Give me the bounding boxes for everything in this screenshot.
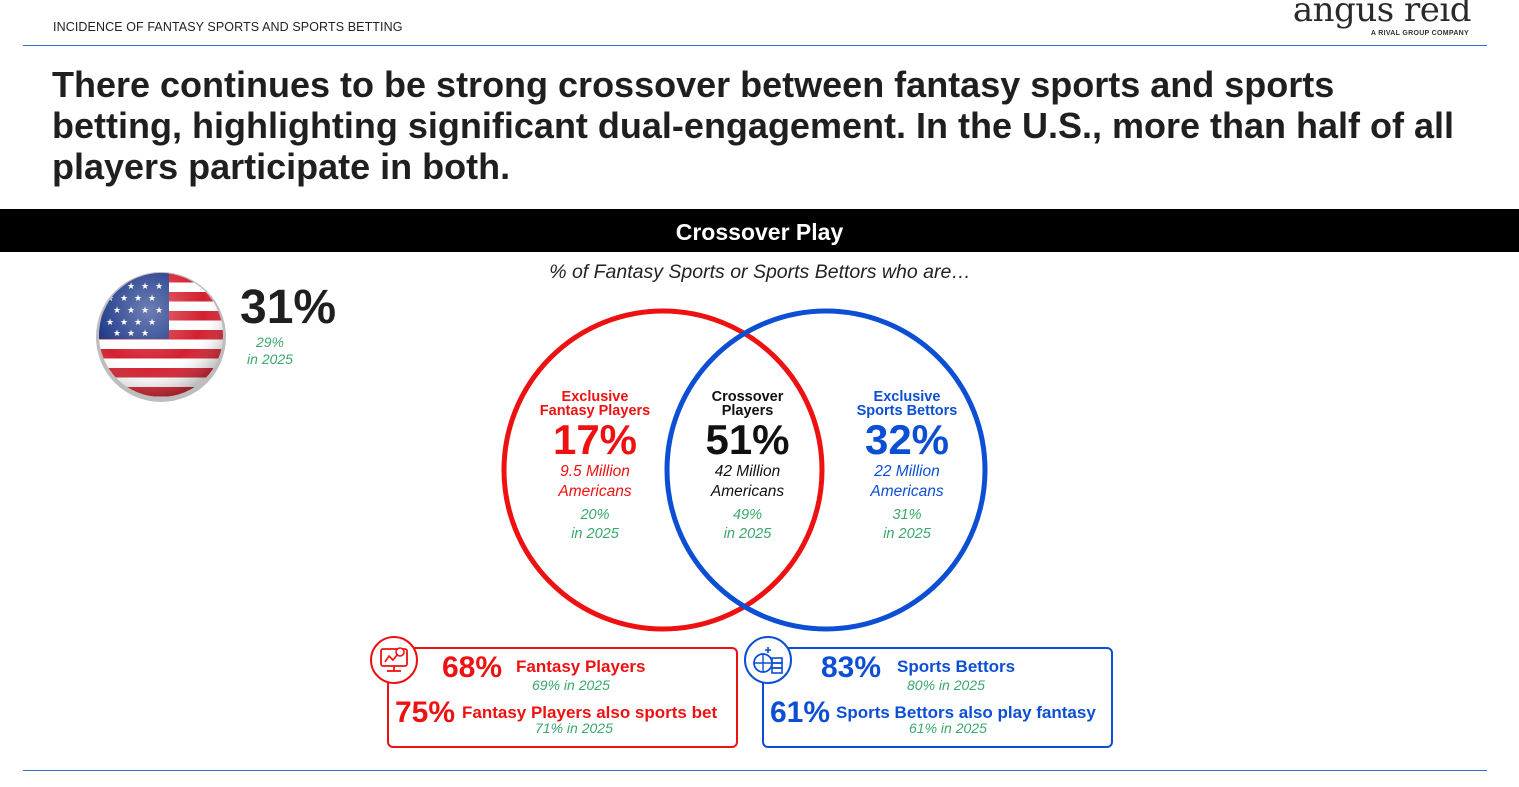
exclusive-bettors-value: 32% (864, 416, 950, 463)
fantasy-stats-box (387, 647, 738, 748)
exclusive-fantasy-label-1: Exclusive (561, 389, 629, 405)
sports-bettors-label: Sports Bettors (897, 657, 1016, 676)
exclusive-fantasy-count-1: 9.5 Million (560, 463, 630, 480)
fantasy-also-bet-prior-label: in 2025 (566, 720, 613, 736)
crossover-label-1: Crossover (711, 389, 784, 405)
venn-crossover: Crossover Players 51% 42 Million America… (675, 390, 820, 544)
sports-betting-icon (744, 636, 792, 684)
bettors-stats-box (762, 647, 1113, 748)
fantasy-also-bet-value: 75% (395, 696, 456, 729)
fantasy-also-bet-prior-value: 71% (535, 720, 564, 736)
bettors-circle (664, 308, 988, 632)
page-headline: There continues to be strong crossover b… (52, 64, 1455, 187)
logo: angus reid (1292, 0, 1472, 30)
us-prior-value: 29% (255, 334, 285, 350)
bettors-also-fantasy-value: 61% (770, 696, 831, 729)
us-prior-year: 29% in 2025 (240, 334, 300, 368)
banner-title: Crossover Play (675, 219, 844, 245)
venn-diagram (501, 308, 988, 632)
exclusive-fantasy-count-2: Americans (558, 483, 632, 500)
sports-bettors-value: 83% (821, 651, 882, 684)
exclusive-bettors-prior-label: in 2025 (883, 526, 931, 542)
bettors-also-fantasy-label: Sports Bettors also play fantasy (836, 703, 1096, 722)
fantasy-players-prior-value: 69% (532, 677, 561, 693)
footer-divider (23, 770, 1487, 771)
venn-exclusive-fantasy: Exclusive Fantasy Players 17% 9.5 Millio… (520, 390, 670, 544)
bettors-also-fantasy-prior-label: in 2025 (940, 720, 987, 736)
exclusive-bettors-count-1: 22 Million (874, 463, 940, 480)
fantasy-also-bet-label: Fantasy Players also sports bet (462, 703, 718, 722)
logo-tagline: A RIVAL GROUP COMPANY (1370, 30, 1469, 37)
fantasy-players-value: 68% (442, 651, 503, 684)
exclusive-fantasy-prior-value: 20% (580, 507, 610, 523)
crossover-value: 51% (705, 416, 790, 463)
us-flag-icon: ★★★★ ★★★★ ★★★★ ★★★★ ★★★ (96, 272, 226, 402)
us-prior-label: in 2025 (247, 351, 293, 367)
exclusive-fantasy-label-2: Fantasy Players (539, 403, 651, 419)
us-crossover-value: 31% (240, 281, 337, 334)
crossover-count-1: 42 Million (714, 463, 781, 480)
fantasy-also-bet-prior: 71% in 2025 (535, 720, 613, 736)
fantasy-screen-icon (370, 636, 418, 684)
exclusive-fantasy-value: 17% (552, 416, 638, 463)
crossover-count-2: Americans (710, 483, 785, 500)
crossover-prior-label: in 2025 (723, 526, 772, 542)
venn-exclusive-bettors: Exclusive Sports Bettors 32% 22 Million … (832, 390, 982, 544)
exclusive-fantasy-prior-label: in 2025 (571, 526, 619, 542)
section-banner (0, 209, 1519, 252)
fantasy-players-prior: 69% in 2025 (532, 677, 610, 693)
exclusive-bettors-label-2: Sports Bettors (856, 403, 958, 419)
header-divider (23, 45, 1487, 46)
crossover-prior-value: 49% (732, 507, 763, 523)
sports-bettors-prior: 80% in 2025 (907, 677, 985, 693)
fantasy-players-label: Fantasy Players (516, 657, 646, 676)
bettors-also-fantasy-prior: 61% in 2025 (909, 720, 987, 736)
fantasy-circle (501, 308, 825, 632)
exclusive-bettors-prior-value: 31% (892, 507, 922, 523)
bettors-also-fantasy-prior-value: 61% (909, 720, 938, 736)
venn-subtitle: % of Fantasy Sports or Sports Bettors wh… (549, 261, 971, 283)
section-kicker: INCIDENCE OF FANTASY SPORTS AND SPORTS B… (53, 20, 403, 34)
fantasy-players-prior-label: in 2025 (563, 677, 610, 693)
crossover-label-2: Players (721, 403, 774, 419)
sports-bettors-prior-value: 80% (907, 677, 936, 693)
exclusive-bettors-count-2: Americans (870, 483, 944, 500)
exclusive-bettors-label-1: Exclusive (873, 389, 941, 405)
sports-bettors-prior-label: in 2025 (938, 677, 985, 693)
